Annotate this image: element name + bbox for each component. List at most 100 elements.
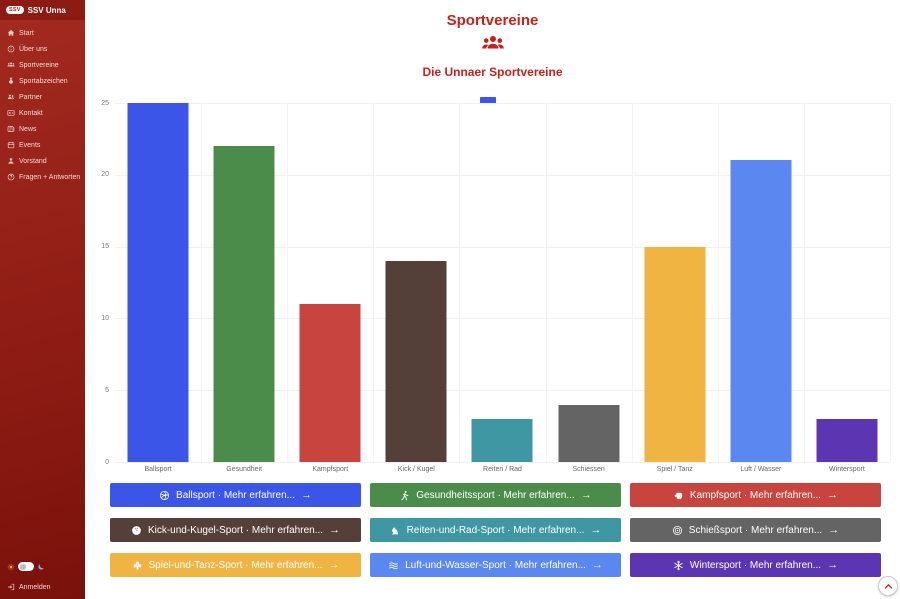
login-button[interactable]: Anmelden <box>0 578 85 599</box>
page-subtitle: Die Unnaer Sportvereine <box>422 65 563 79</box>
category-button-kampfsport[interactable]: Kampfsport · Mehr erfahren... → <box>630 483 881 507</box>
theme-toggle-row <box>0 562 85 571</box>
group-icon <box>7 61 15 69</box>
y-axis-tick-label: 10 <box>101 314 109 322</box>
category-button-reiten-und-rad-sport[interactable]: Reiten-und-Rad-Sport · Mehr erfahren... → <box>370 518 621 542</box>
category-button-label: Reiten-und-Rad-Sport · Mehr erfahren... <box>406 524 585 536</box>
theme-toggle-switch[interactable] <box>18 562 34 571</box>
category-button-label: Luft-und-Wasser-Sport · Mehr erfahren... <box>405 559 586 571</box>
category-button-gesundheitssport[interactable]: Gesundheitssport · Mehr erfahren... → <box>370 483 621 507</box>
switch-knob <box>19 563 26 570</box>
sidebar-item-vorstand[interactable]: Vorstand <box>0 153 85 169</box>
sidebar-item-events[interactable]: Events <box>0 137 85 153</box>
gridline <box>890 103 891 462</box>
y-axis-tick-label: 0 <box>105 458 109 466</box>
sidebar-item-sportvereine[interactable]: Sportvereine <box>0 57 85 73</box>
chart-bar-cell <box>718 103 804 462</box>
x-axis-label-kick-kugel: Kick / Kugel <box>397 466 435 473</box>
sidebar-item-label: Über uns <box>19 45 48 53</box>
arrow-right-icon: → <box>828 523 840 536</box>
chart-bar-cell <box>115 103 201 462</box>
category-button-label: Ballsport · Mehr erfahren... <box>176 489 295 501</box>
ssv-logo: SSV <box>6 6 24 14</box>
gridline <box>115 462 890 463</box>
chart-bar-cell <box>546 103 632 462</box>
arrow-right-icon: → <box>580 488 592 501</box>
contact-card-icon <box>7 109 15 117</box>
chart-bar-ballsport[interactable] <box>127 103 189 462</box>
category-button-label: Schießsport · Mehr erfahren... <box>688 524 823 536</box>
sidebar-item-news[interactable]: News <box>0 121 85 137</box>
category-button-spiel-und-tanz-sport[interactable]: Spiel-und-Tanz-Sport · Mehr erfahren... → <box>110 553 361 577</box>
group-icon <box>477 32 509 56</box>
sidebar-item-fragen-antworten[interactable]: Fragen + Antworten <box>0 169 85 185</box>
sidebar-item-label: Fragen + Antworten <box>19 173 81 181</box>
fist-icon <box>673 490 684 501</box>
arrow-right-icon: → <box>300 488 312 501</box>
chart-bar-luft-wasser[interactable] <box>730 160 792 462</box>
category-button-schiesssport[interactable]: Schießsport · Mehr erfahren... → <box>630 518 881 542</box>
gridline <box>115 318 890 320</box>
x-axis-label-gesundheit: Gesundheit <box>226 466 263 473</box>
chart-bar-gesundheit[interactable] <box>213 146 275 462</box>
scroll-to-top-button[interactable] <box>878 576 898 596</box>
sidebar-item-start[interactable]: Start <box>0 25 85 41</box>
category-button-wintersport[interactable]: Wintersport · Mehr erfahren... → <box>630 553 881 577</box>
chart-bar-reiten-rad[interactable] <box>471 418 533 462</box>
sidebar-bottom: Anmelden <box>0 562 85 599</box>
sidebar-item-uber-uns[interactable]: Über uns <box>0 41 85 57</box>
gridline <box>373 103 375 462</box>
category-button-luft-und-wasser-sport[interactable]: Luft-und-Wasser-Sport · Mehr erfahren...… <box>370 553 621 577</box>
sidebar-nav: Start Über uns Sportvereine Sportabzeichen P… <box>0 20 85 185</box>
gridline <box>115 174 890 176</box>
sidebar-item-label: Sportvereine <box>19 61 59 69</box>
horse-icon <box>390 525 401 536</box>
y-axis-tick-label: 15 <box>101 243 109 251</box>
chart-legend <box>85 91 890 109</box>
y-axis-tick-label: 5 <box>105 386 109 394</box>
partners-icon <box>7 93 15 101</box>
x-axis-label-wintersport: Wintersport <box>829 466 865 473</box>
snowflake-icon <box>673 560 684 571</box>
legend-swatch[interactable] <box>479 97 496 104</box>
sidebar-item-label: Events <box>19 141 41 149</box>
brand[interactable]: SSV SSV Unna <box>0 0 85 20</box>
arrow-right-icon: → <box>590 523 602 536</box>
chevron-up-icon <box>882 580 895 593</box>
chart-bar-kampfsport[interactable] <box>299 304 361 462</box>
sidebar-item-partner[interactable]: Partner <box>0 89 85 105</box>
info-icon <box>7 45 15 53</box>
chart-bar-cell <box>201 103 287 462</box>
login-icon <box>7 583 15 591</box>
chart-bar-spiel-tanz[interactable] <box>644 246 706 462</box>
category-button-label: Spiel-und-Tanz-Sport · Mehr erfahren... <box>148 559 323 571</box>
x-axis-label-reiten-rad: Reiten / Rad <box>483 466 522 473</box>
x-axis-label-ballsport: Ballsport <box>144 466 172 473</box>
chart-bar-kick-kugel[interactable] <box>385 260 447 462</box>
chart-bar-wintersport[interactable] <box>816 418 878 462</box>
chart-bar-schiessen[interactable] <box>558 404 620 462</box>
person-icon <box>7 157 15 165</box>
moon-icon <box>37 563 45 571</box>
gridline <box>631 103 633 462</box>
sidebar-item-label: Sportabzeichen <box>19 77 68 85</box>
chart-bar-cell <box>804 103 890 462</box>
category-button-label: Gesundheitssport · Mehr erfahren... <box>416 489 575 501</box>
gridline <box>459 103 461 462</box>
sidebar-item-label: Kontakt <box>19 109 43 117</box>
page-header: Sportvereine Die Unnaer Sportvereine <box>85 12 900 79</box>
chart-bar-cell <box>287 103 373 462</box>
chart-plot <box>115 103 891 463</box>
category-button-ballsport[interactable]: Ballsport · Mehr erfahren... → <box>110 483 361 507</box>
x-axis-label-spiel-tanz: Spiel / Tanz <box>656 466 693 473</box>
sidebar-item-kontakt[interactable]: Kontakt <box>0 105 85 121</box>
category-button-kick-und-kugel-sport[interactable]: Kick-und-Kugel-Sport · Mehr erfahren... → <box>110 518 361 542</box>
chart-bar-cell <box>632 103 718 462</box>
arrow-right-icon: → <box>827 558 839 571</box>
runner-icon <box>399 490 410 501</box>
sidebar-item-sportabzeichen[interactable]: Sportabzeichen <box>0 73 85 89</box>
bar-chart: 0 5 10 15 20 25 Ballsport Gesundheit Kampfsport K… <box>85 100 891 478</box>
arrow-right-icon: → <box>827 488 839 501</box>
arrow-right-icon: → <box>328 558 340 571</box>
category-button-label: Kick-und-Kugel-Sport · Mehr erfahren... <box>147 524 324 536</box>
